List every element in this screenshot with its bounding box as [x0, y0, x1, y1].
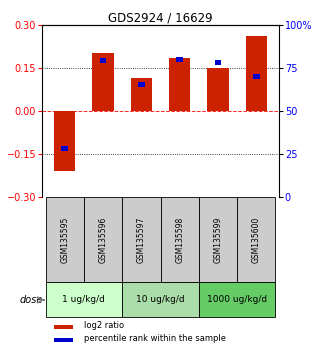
Bar — [54, 338, 73, 342]
Text: GSM135595: GSM135595 — [60, 216, 69, 263]
FancyBboxPatch shape — [199, 282, 275, 318]
Bar — [246, 36, 267, 111]
Text: dose: dose — [19, 295, 42, 305]
Bar — [207, 68, 229, 111]
Text: 1000 ug/kg/d: 1000 ug/kg/d — [207, 296, 267, 304]
FancyBboxPatch shape — [122, 196, 160, 282]
Text: GSM135599: GSM135599 — [213, 216, 222, 263]
FancyBboxPatch shape — [46, 282, 122, 318]
FancyBboxPatch shape — [199, 196, 237, 282]
Bar — [54, 325, 73, 329]
Text: GSM135596: GSM135596 — [99, 216, 108, 263]
Text: log2 ratio: log2 ratio — [84, 321, 125, 330]
FancyBboxPatch shape — [46, 196, 84, 282]
Bar — [253, 74, 260, 79]
Text: 1 ug/kg/d: 1 ug/kg/d — [63, 296, 105, 304]
Bar — [214, 60, 221, 65]
FancyBboxPatch shape — [84, 196, 122, 282]
Bar — [176, 57, 183, 62]
Bar — [169, 58, 190, 111]
FancyBboxPatch shape — [237, 196, 275, 282]
Bar — [92, 53, 114, 111]
Bar — [131, 78, 152, 111]
Bar — [61, 146, 68, 151]
FancyBboxPatch shape — [160, 196, 199, 282]
Text: percentile rank within the sample: percentile rank within the sample — [84, 334, 227, 343]
Bar — [138, 82, 145, 87]
Text: GSM135600: GSM135600 — [252, 216, 261, 263]
Text: GSM135597: GSM135597 — [137, 216, 146, 263]
FancyBboxPatch shape — [122, 282, 199, 318]
Bar — [54, 111, 75, 171]
Bar — [100, 58, 107, 63]
Text: 10 ug/kg/d: 10 ug/kg/d — [136, 296, 185, 304]
Text: GSM135598: GSM135598 — [175, 216, 184, 263]
Title: GDS2924 / 16629: GDS2924 / 16629 — [108, 12, 213, 25]
